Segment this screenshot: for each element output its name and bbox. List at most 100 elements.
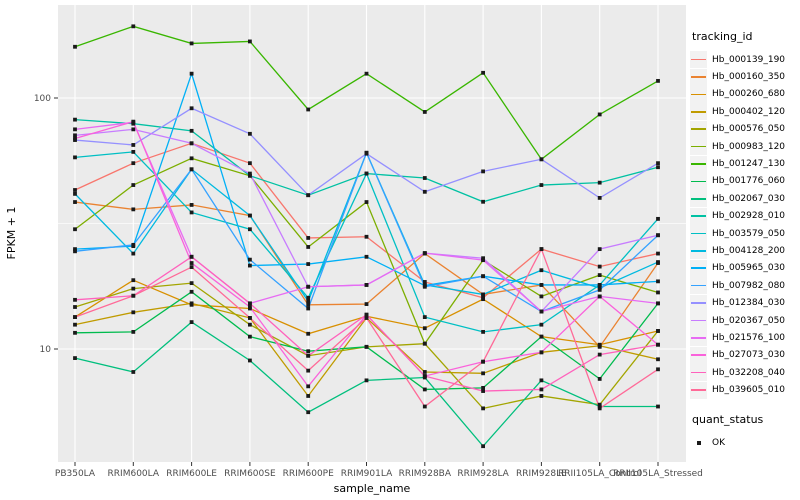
data-point xyxy=(422,341,427,346)
data-point xyxy=(656,367,660,372)
data-point xyxy=(131,207,136,212)
legend-label: Hb_021576_100 xyxy=(712,332,786,343)
data-point xyxy=(306,384,311,389)
data-point xyxy=(248,263,252,268)
legend-key-swatch xyxy=(690,172,707,190)
chart-panel: 100 10 PB350LA RRIM600LA RRIM600LE RRIM600SE R… xyxy=(34,5,703,479)
legend-key-swatch xyxy=(690,155,707,173)
legend-label: Hb_020367_050 xyxy=(712,315,786,326)
data-point xyxy=(73,249,77,254)
data-point xyxy=(73,127,77,132)
data-point xyxy=(364,302,369,306)
ok-point-icon xyxy=(696,440,701,445)
data-point xyxy=(131,24,136,29)
legend-label: Hb_001776_060 xyxy=(712,176,786,187)
data-point xyxy=(131,329,136,334)
data-point xyxy=(364,254,369,259)
data-point xyxy=(539,283,544,287)
legend-key-swatch xyxy=(690,68,707,86)
x-tick-label: RRII105LA_Stressed xyxy=(613,469,703,479)
legend-label: Hb_039605_010 xyxy=(712,385,786,396)
data-point xyxy=(422,280,427,284)
legend-key-swatch xyxy=(690,277,707,295)
data-point xyxy=(481,70,485,75)
quant-status-entry: OK xyxy=(690,434,800,451)
legend-key-swatch xyxy=(690,364,707,382)
data-point xyxy=(364,171,369,176)
legend-label: Hb_000260_680 xyxy=(712,89,786,100)
quant-status-label: OK xyxy=(712,437,725,448)
legend: tracking_id Hb_000139_190 Hb_000160_350 Hb… xyxy=(690,30,800,451)
data-point xyxy=(73,247,77,252)
legend-key-line xyxy=(691,371,706,374)
data-point xyxy=(189,156,194,161)
data-point xyxy=(131,161,136,166)
legend-entry: Hb_032208_040 xyxy=(690,364,800,382)
data-point xyxy=(422,189,427,194)
legend-key-swatch xyxy=(690,346,707,364)
legend-key-line xyxy=(691,250,706,252)
legend-key-swatch xyxy=(690,207,707,225)
legend-label: Hb_001247_130 xyxy=(712,159,786,170)
legend-key-swatch xyxy=(690,225,707,243)
data-point xyxy=(597,287,602,292)
panel-background xyxy=(58,5,686,462)
data-point xyxy=(597,180,602,185)
data-point xyxy=(481,297,485,302)
legend-key-line xyxy=(691,93,706,96)
data-point xyxy=(306,353,311,358)
data-point xyxy=(248,131,252,136)
data-point xyxy=(306,394,311,398)
data-point xyxy=(656,251,660,256)
legend-key-swatch xyxy=(690,190,707,208)
data-point xyxy=(364,151,369,156)
legend-label: Hb_004128_200 xyxy=(712,245,786,256)
legend-label: Hb_000983_120 xyxy=(712,141,786,152)
data-point xyxy=(248,257,252,262)
data-point xyxy=(73,322,77,327)
legend-entry: Hb_027073_030 xyxy=(690,346,800,364)
data-point xyxy=(597,273,602,277)
data-point xyxy=(73,315,77,319)
data-point xyxy=(364,234,369,239)
data-point xyxy=(656,329,660,333)
data-point xyxy=(597,112,602,117)
legend-entry: Hb_000983_120 xyxy=(690,138,800,156)
data-point xyxy=(481,385,485,390)
legend-entry: Hb_000139_190 xyxy=(690,51,800,69)
data-point xyxy=(306,107,311,112)
legend-key-swatch xyxy=(690,259,707,277)
data-point xyxy=(248,213,252,218)
legend-entry: Hb_020367_050 xyxy=(690,312,800,330)
data-point xyxy=(306,306,311,311)
data-point xyxy=(248,334,252,339)
legend-entry: Hb_001776_060 xyxy=(690,172,800,190)
data-point xyxy=(306,302,311,307)
data-point xyxy=(73,200,77,204)
legend-key-line xyxy=(691,145,706,148)
data-point xyxy=(481,169,485,174)
data-point xyxy=(306,349,311,354)
legend-key-line xyxy=(691,319,706,322)
data-point xyxy=(539,387,544,392)
data-point xyxy=(422,284,427,289)
data-point xyxy=(131,278,136,283)
data-point xyxy=(189,254,194,259)
data-point xyxy=(131,183,136,187)
x-tick-label: RRII105LA_Control xyxy=(558,469,641,479)
data-point xyxy=(539,247,544,252)
data-point xyxy=(73,305,77,309)
data-point xyxy=(248,39,252,44)
legend-key-line xyxy=(691,337,706,339)
legend-key-line xyxy=(691,215,706,217)
x-tick-label: RRIM901LA xyxy=(341,469,393,479)
legend-label: Hb_012384_030 xyxy=(712,298,786,309)
data-point xyxy=(248,358,252,363)
data-point xyxy=(597,247,602,252)
data-point xyxy=(73,44,77,49)
data-point xyxy=(306,331,311,336)
y-tick-label: 10 xyxy=(40,345,52,355)
data-point xyxy=(189,128,194,133)
data-point xyxy=(73,227,77,232)
x-tick-label: RRIM600SE xyxy=(224,469,276,479)
